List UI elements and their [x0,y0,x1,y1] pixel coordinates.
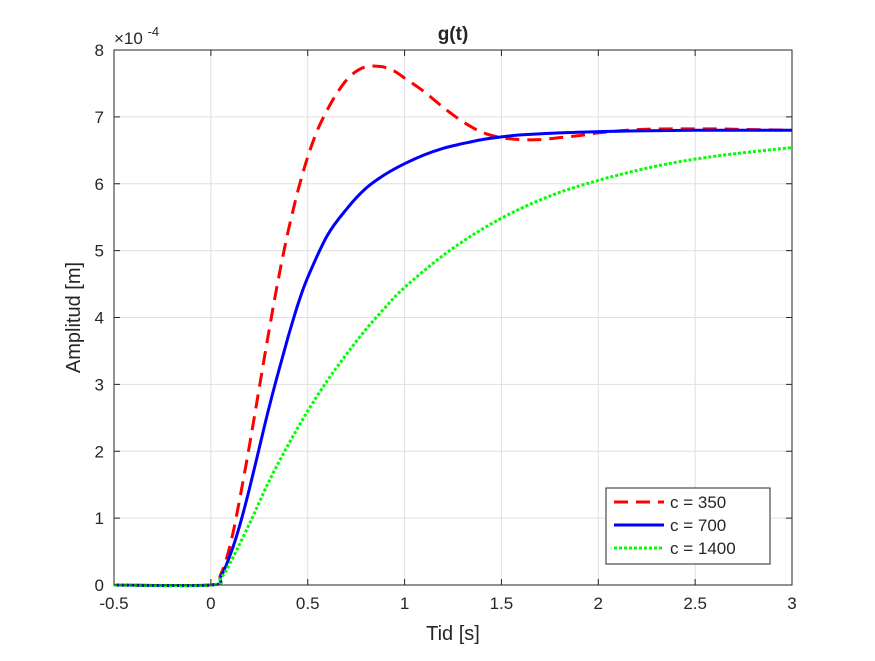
chart-title: g(t) [438,24,469,45]
x-tick-label: 0.5 [296,594,320,613]
y-tick-label: 3 [95,375,104,394]
x-tick-label: 2 [594,594,603,613]
x-axis-label: Tid [s] [426,623,480,645]
legend-label-1: c = 350 [670,493,726,512]
y-tick-label: 0 [95,576,104,595]
y-tick-label: 6 [95,175,104,194]
y-tick-label: 1 [95,509,104,528]
series-line-3 [113,146,793,587]
x-tick-label: 2.5 [683,594,707,613]
legend: c = 350 c = 700 c = 1400 [605,487,771,565]
x-tick-label: 0 [206,594,215,613]
series-line-1 [113,64,793,588]
y-tick-label: 8 [95,41,104,60]
y-tick-label: 4 [95,309,104,328]
legend-label-3: c = 1400 [670,539,736,558]
y-axis-exponent: ×10 -4 [114,24,159,48]
y-axis-exponent-base: ×10 [114,29,143,48]
x-tick-label: 1 [400,594,409,613]
y-tick-label: 5 [95,242,104,261]
series-lines [113,64,793,588]
x-tick-label: -0.5 [99,594,128,613]
x-tick-label: 1.5 [490,594,514,613]
y-tick-label: 7 [95,108,104,127]
y-tick-label: 2 [95,442,104,461]
x-tick-label: 3 [787,594,796,613]
legend-label-2: c = 700 [670,516,726,535]
y-axis-label: Amplitud [m] [63,262,85,373]
y-axis-exponent-power: -4 [148,24,160,39]
series-line-2 [113,128,793,588]
